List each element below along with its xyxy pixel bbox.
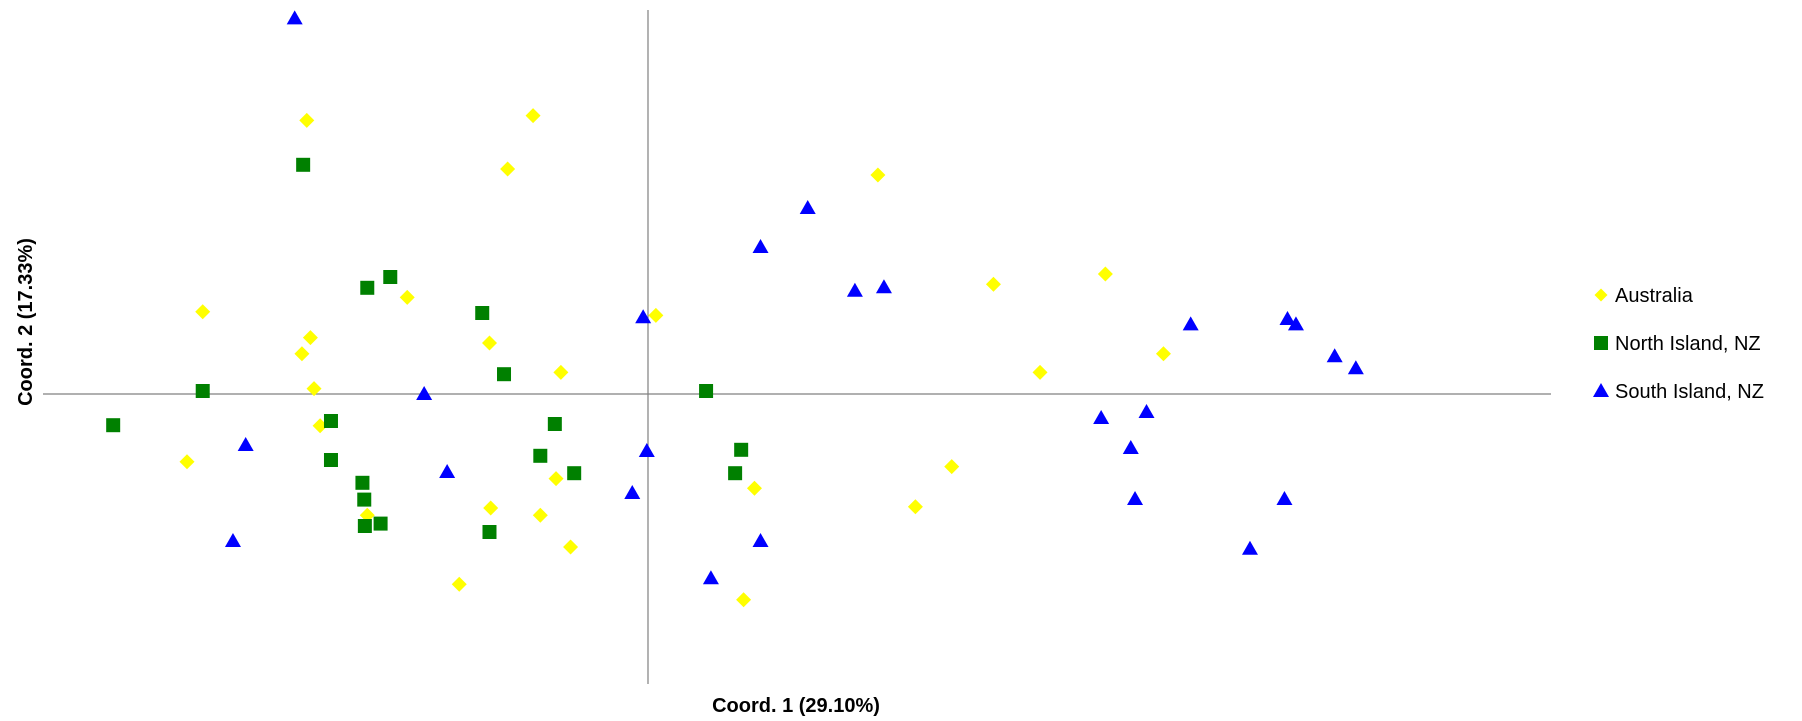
diamond-point [548, 471, 564, 487]
diamond-point [1155, 346, 1171, 362]
legend-marker [1594, 288, 1608, 302]
triangle-point [1093, 410, 1110, 424]
triangle-point [635, 309, 652, 324]
triangle-point [1138, 404, 1155, 418]
diamond-point [907, 499, 923, 515]
diamond-point [553, 364, 569, 380]
diamond-point [985, 276, 1001, 292]
diamond-point [1032, 364, 1048, 380]
square-point [383, 270, 398, 284]
series-australia [179, 108, 1171, 608]
legend-label: North Island, NZ [1615, 333, 1761, 355]
series-north-island-nz [106, 157, 749, 539]
triangle-point [439, 464, 456, 478]
triangle-point [1182, 316, 1199, 331]
triangle-point [1279, 311, 1296, 325]
x-axis-title: Coord. 1 (29.10%) [712, 695, 880, 717]
diamond-point [746, 480, 762, 496]
square-point [357, 519, 372, 533]
diamond-point [944, 459, 960, 475]
triangle-point [224, 533, 241, 547]
diamond-point [500, 161, 516, 177]
diamond-point [736, 592, 752, 608]
triangle-point [799, 200, 816, 214]
diamond-point [302, 330, 318, 346]
diamond-point [359, 507, 375, 523]
triangle-point [416, 386, 433, 400]
legend-item: Australia [1594, 285, 1694, 307]
legend-label: Australia [1615, 285, 1694, 307]
diamond-point [312, 418, 328, 434]
legend-marker [1593, 383, 1609, 397]
diamond-point [294, 346, 310, 362]
square-point [323, 414, 338, 428]
triangle-point [702, 570, 719, 585]
triangle-point [1241, 540, 1258, 555]
y-axis-title: Coord. 2 (17.33%) [15, 238, 37, 406]
triangle-point [875, 279, 892, 294]
square-point [567, 466, 582, 481]
data-points [106, 10, 1364, 608]
square-point [373, 516, 388, 531]
diamond-point [195, 304, 211, 320]
legend-item: South Island, NZ [1593, 381, 1764, 403]
legend-item: North Island, NZ [1594, 333, 1761, 355]
triangle-point [752, 533, 769, 547]
triangle-point [624, 485, 641, 499]
diamond-point [1097, 266, 1113, 282]
diamond-point [563, 539, 579, 555]
triangle-point [1122, 440, 1139, 454]
legend-label: South Island, NZ [1615, 381, 1764, 403]
square-point [360, 280, 375, 295]
triangle-point [638, 443, 655, 457]
series-south-island-nz [224, 10, 1364, 585]
diamond-point [648, 307, 664, 323]
diamond-point [525, 108, 541, 124]
triangle-point [1287, 316, 1304, 331]
triangle-point [1276, 491, 1293, 505]
diamond-point [306, 381, 322, 397]
axes [43, 10, 1551, 684]
square-point [475, 306, 490, 320]
legend-marker [1594, 336, 1608, 350]
diamond-point [299, 112, 315, 128]
diamond-point [870, 167, 886, 183]
triangle-point [752, 239, 769, 253]
diamond-point [532, 507, 548, 523]
diamond-point [179, 454, 195, 470]
square-point [699, 384, 714, 398]
square-point [497, 367, 512, 382]
triangle-point [1127, 491, 1144, 505]
triangle-point [286, 10, 303, 25]
square-point [355, 475, 370, 490]
diamond-point [481, 335, 497, 351]
square-point [106, 418, 121, 433]
square-point [482, 525, 497, 539]
square-point [533, 448, 548, 463]
square-point [728, 466, 743, 481]
diamond-point [399, 289, 415, 305]
square-point [323, 453, 338, 467]
square-point [734, 442, 749, 457]
diamond-point [451, 576, 467, 592]
triangle-point [846, 282, 863, 297]
triangle-point [1326, 348, 1343, 363]
square-point [195, 384, 210, 398]
diamond-point [483, 500, 499, 516]
legend: Australia North Island, NZ South Island, N… [1593, 285, 1764, 403]
triangle-point [237, 437, 254, 451]
triangle-point [1347, 360, 1364, 375]
square-point [296, 157, 311, 172]
square-point [547, 417, 562, 431]
square-point [357, 492, 372, 507]
